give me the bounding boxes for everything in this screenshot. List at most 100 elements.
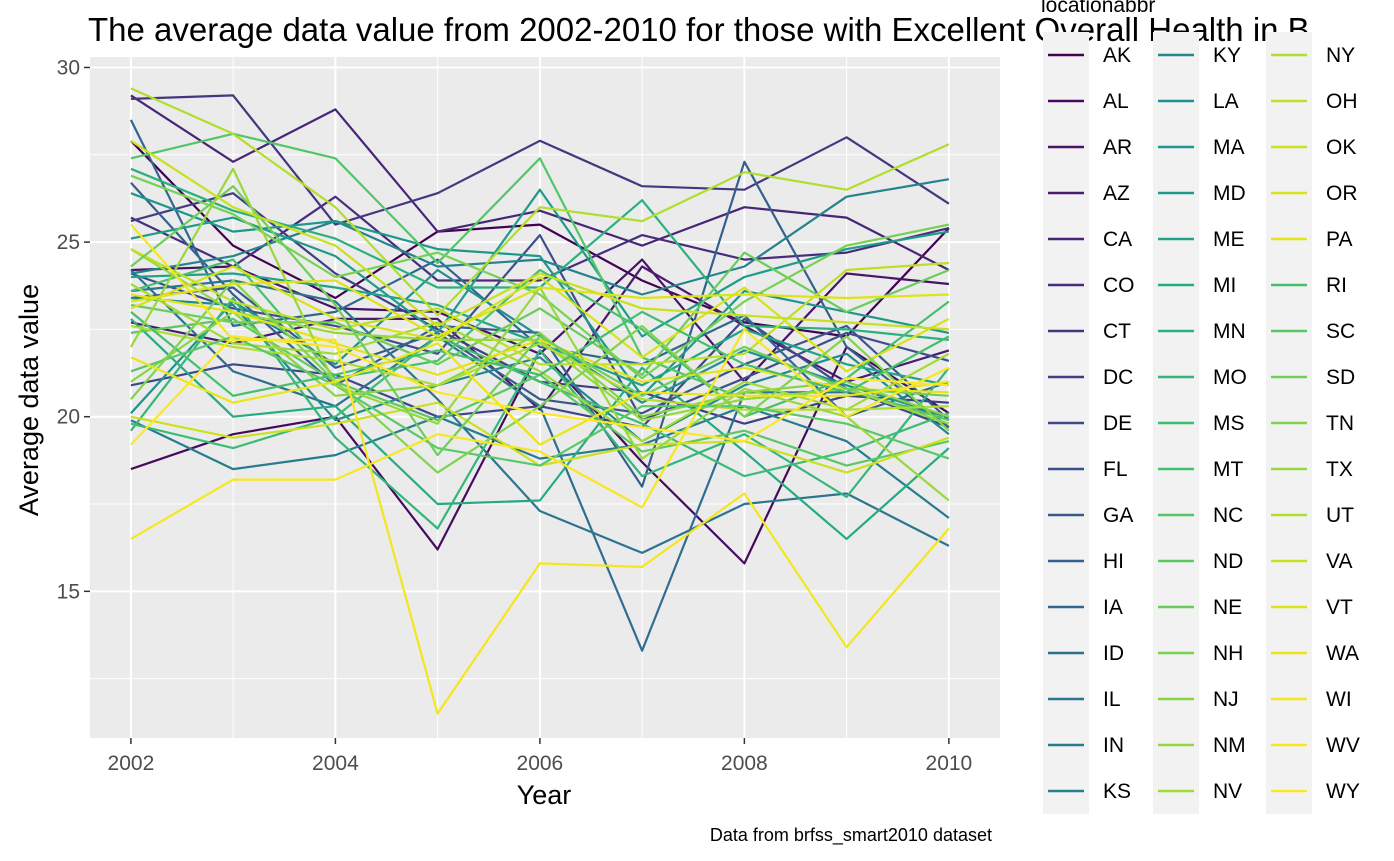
legend-item-mn: MN — [1153, 308, 1246, 354]
legend-item-ia: IA — [1043, 584, 1123, 630]
legend-item-oh: OH — [1266, 78, 1358, 124]
legend: locationabbr AK AL AR AZ CA CO CT DC DE FL GA HI IA I… — [1041, 0, 1360, 814]
legend-item-or: OR — [1266, 170, 1358, 216]
legend-item-nd: ND — [1153, 538, 1243, 584]
legend-label: MS — [1213, 412, 1245, 435]
legend-item-il: IL — [1043, 676, 1121, 722]
legend-item-nh: NH — [1153, 630, 1243, 676]
legend-item-id: ID — [1043, 630, 1124, 676]
series-line-ut — [130, 87, 950, 317]
legend-item-de: DE — [1043, 400, 1132, 446]
legend-label: CO — [1103, 274, 1135, 297]
legend-item-ct: CT — [1043, 308, 1131, 354]
legend-label: AL — [1103, 90, 1129, 113]
legend-label: OR — [1326, 182, 1358, 205]
legend-item-hi: HI — [1043, 538, 1124, 584]
legend-title: locationabbr — [1041, 0, 1155, 17]
legend-label: OH — [1326, 90, 1358, 113]
legend-label: ME — [1213, 228, 1245, 251]
legend-item-az: AZ — [1043, 170, 1130, 216]
legend-label: PA — [1326, 228, 1352, 251]
legend-item-tx: TX — [1266, 446, 1353, 492]
legend-label: SC — [1326, 320, 1355, 343]
legend-item-sc: SC — [1266, 308, 1355, 354]
series-line-va — [130, 139, 949, 331]
series-line-il — [130, 279, 950, 555]
legend-label: GA — [1103, 504, 1133, 527]
legend-item-nv: NV — [1153, 768, 1242, 814]
series-line-tn — [130, 279, 950, 474]
legend-item-nm: NM — [1153, 722, 1246, 768]
legend-item-la: LA — [1153, 78, 1239, 124]
y-axis: 15 20 25 30 — [57, 56, 90, 603]
legend-item-wy: WY — [1266, 768, 1360, 814]
legend-item-vt: VT — [1266, 584, 1353, 630]
legend-label: IL — [1103, 688, 1121, 711]
legend-label: NV — [1213, 780, 1242, 803]
legend-label: WA — [1326, 642, 1359, 665]
y-tick-label: 30 — [57, 56, 80, 79]
legend-item-ks: KS — [1043, 768, 1131, 814]
series-line-mo — [130, 296, 950, 530]
legend-label: KS — [1103, 780, 1131, 803]
legend-item-wv: WV — [1266, 722, 1360, 768]
legend-label: HI — [1103, 550, 1124, 573]
legend-label: MI — [1213, 274, 1236, 297]
legend-item-ar: AR — [1043, 124, 1132, 170]
legend-item-ri: RI — [1266, 262, 1347, 308]
legend-label: VA — [1326, 550, 1352, 573]
legend-item-nj: NJ — [1153, 676, 1239, 722]
legend-label: NM — [1213, 734, 1246, 757]
series-line-sd — [130, 185, 949, 457]
legend-label: KY — [1213, 44, 1241, 67]
series-line-ks — [130, 178, 950, 296]
legend-item-ut: UT — [1266, 492, 1354, 538]
legend-item-ky: KY — [1153, 32, 1241, 78]
legend-label: DC — [1103, 366, 1133, 389]
legend-item-ga: GA — [1043, 492, 1133, 538]
legend-label: WV — [1326, 734, 1360, 757]
x-tick-label: 2004 — [312, 752, 359, 775]
legend-label: RI — [1326, 274, 1347, 297]
legend-label: NE — [1213, 596, 1242, 619]
legend-label: NC — [1213, 504, 1243, 527]
x-tick-label: 2008 — [721, 752, 768, 775]
legend-item-ak: AK — [1043, 32, 1131, 78]
legend-label: MD — [1213, 182, 1246, 205]
legend-label: AR — [1103, 136, 1132, 159]
series-line-sc — [130, 335, 950, 467]
series-lines — [129, 87, 950, 715]
legend-item-ne: NE — [1153, 584, 1242, 630]
x-axis-title: Year — [517, 780, 572, 810]
chart-title: The average data value from 2002-2010 fo… — [88, 11, 1310, 48]
legend-label: NY — [1326, 44, 1355, 67]
series-line-ma — [130, 192, 950, 397]
series-line-ms — [130, 335, 950, 478]
legend-label: NJ — [1213, 688, 1239, 711]
series-line-nh — [130, 174, 950, 380]
legend-item-pa: PA — [1266, 216, 1352, 262]
series-line-in — [130, 405, 950, 519]
series-line-wy — [130, 335, 949, 446]
legend-label: MN — [1213, 320, 1246, 343]
legend-item-nc: NC — [1153, 492, 1243, 538]
x-tick-label: 2002 — [108, 752, 155, 775]
y-tick-label: 15 — [57, 580, 80, 603]
legend-label: DE — [1103, 412, 1132, 435]
series-line-mi — [130, 318, 950, 541]
legend-item-fl: FL — [1043, 446, 1128, 492]
legend-item-mi: MI — [1153, 262, 1236, 308]
legend-label: UT — [1326, 504, 1354, 527]
series-line-mt — [130, 258, 950, 418]
legend-label: IA — [1103, 596, 1123, 619]
legend-item-ny: NY — [1266, 32, 1355, 78]
series-line-wv — [130, 328, 950, 540]
legend-label: NH — [1213, 642, 1243, 665]
series-line-wa — [130, 342, 950, 446]
legend-item-in: IN — [1043, 722, 1124, 768]
series-line-ct — [130, 94, 950, 226]
series-line-pa — [130, 293, 949, 394]
legend-label: AK — [1103, 44, 1131, 67]
legend-label: TN — [1326, 412, 1354, 435]
